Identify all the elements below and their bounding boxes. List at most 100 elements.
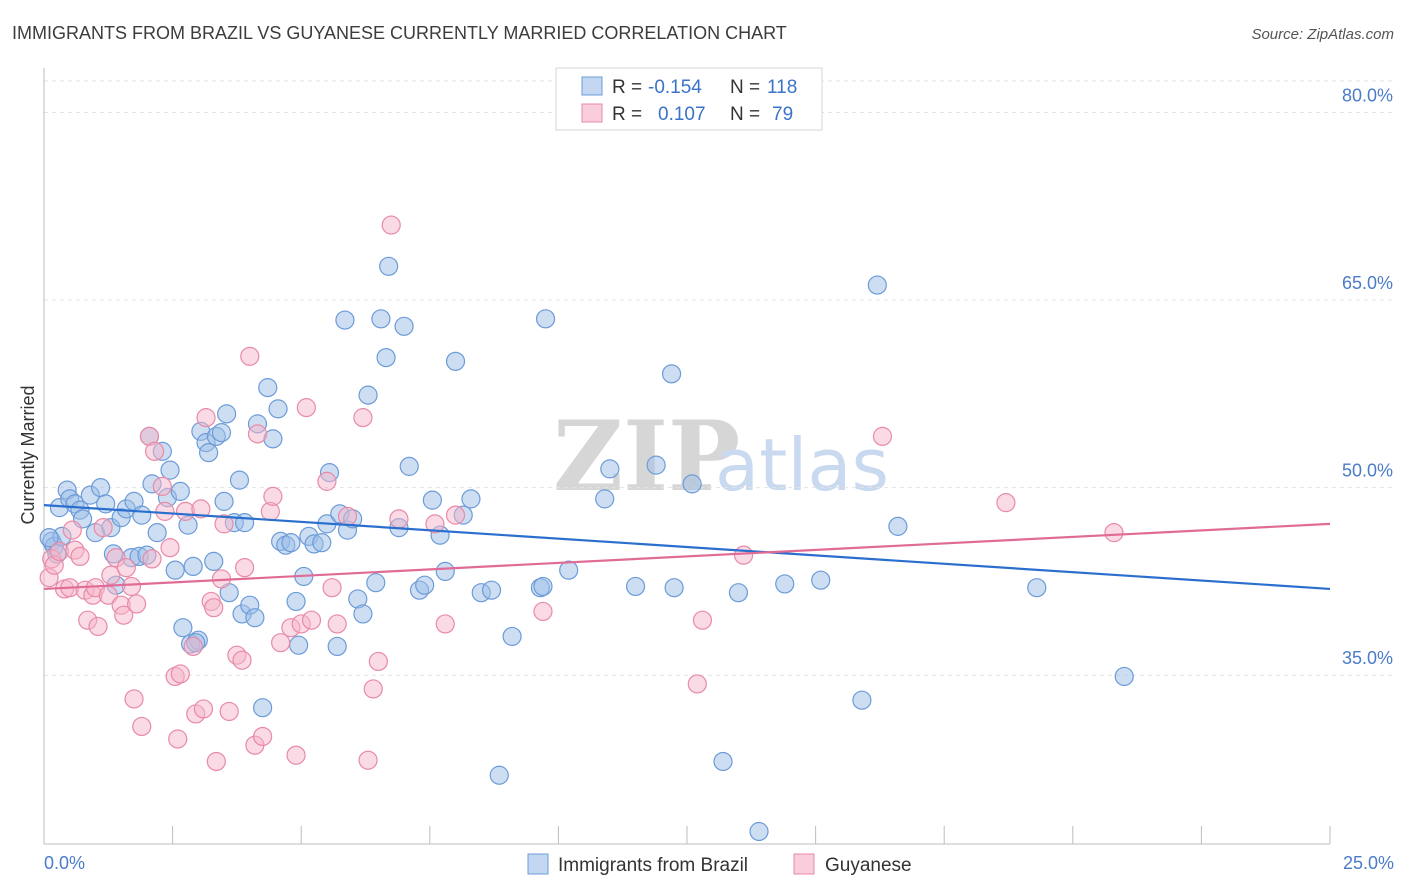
point-brazil-110: [811, 570, 831, 590]
point-brazil-94: [502, 626, 522, 647]
point-brazil-35: [183, 556, 203, 577]
point-brazil-108: [749, 821, 769, 842]
point-guyanese-71: [425, 514, 445, 534]
stats-r-label-brazil: R =: [612, 77, 642, 98]
point-brazil-70: [335, 310, 355, 330]
stats-n-value-guyanese: 79: [772, 104, 793, 125]
point-guyanese-20: [116, 558, 136, 578]
point-brazil-102: [646, 455, 666, 475]
point-guyanese-61: [317, 471, 337, 491]
y-tick-label-1: 50.0%: [1342, 461, 1393, 481]
y-tick-label-0: 35.0%: [1342, 648, 1393, 668]
point-brazil-97: [535, 309, 556, 329]
axes: [43, 68, 1331, 845]
point-brazil-22: [132, 505, 152, 525]
point-guyanese-6: [62, 520, 82, 540]
y-tick-label-3: 80.0%: [1342, 86, 1393, 106]
point-brazil-79: [379, 256, 399, 276]
point-guyanese-63: [327, 614, 347, 634]
point-guyanese-54: [263, 486, 283, 506]
point-brazil-12: [90, 478, 111, 498]
point-brazil-43: [214, 491, 234, 511]
point-brazil-30: [165, 560, 185, 580]
point-brazil-74: [353, 604, 373, 624]
point-guyanese-19: [114, 605, 134, 625]
point-guyanese-74: [533, 601, 553, 622]
point-guyanese-79: [996, 493, 1016, 513]
point-brazil-40: [204, 551, 224, 572]
point-guyanese-44: [214, 514, 234, 534]
trend-line-brazil: [43, 504, 1331, 591]
point-brazil-114: [1027, 578, 1047, 598]
y-axis-label: Currently Married: [18, 385, 38, 524]
point-brazil-60: [286, 591, 306, 612]
legend-label-guyanese: Guyanese: [825, 855, 912, 876]
point-brazil-47: [229, 470, 250, 490]
point-guyanese-35: [183, 636, 203, 657]
point-brazil-68: [327, 636, 347, 657]
point-guyanese-66: [358, 750, 378, 770]
stats-n-label-guyanese: N =: [730, 104, 760, 125]
point-guyanese-41: [204, 598, 224, 618]
point-brazil-85: [422, 490, 442, 510]
point-guyanese-24: [132, 716, 152, 737]
point-brazil-104: [664, 578, 684, 598]
watermark-zip: ZIP: [553, 400, 740, 513]
point-brazil-49: [235, 513, 255, 533]
point-brazil-103: [661, 364, 682, 384]
point-brazil-65: [312, 533, 332, 553]
point-guyanese-51: [247, 424, 268, 444]
point-brazil-87: [435, 561, 455, 582]
point-guyanese-49: [240, 346, 260, 366]
point-brazil-44: [217, 404, 237, 424]
stats-r-value-brazil: -0.154: [648, 77, 702, 98]
point-guyanese-48: [235, 558, 255, 578]
point-brazil-81: [394, 316, 414, 336]
point-brazil-111: [852, 690, 872, 710]
point-guyanese-72: [435, 614, 455, 634]
point-brazil-107: [728, 583, 749, 603]
stats-r-label-guyanese: R =: [612, 104, 642, 125]
point-brazil-51: [245, 608, 265, 628]
point-guyanese-16: [101, 565, 121, 585]
point-brazil-88: [445, 351, 466, 371]
point-guyanese-27: [144, 441, 165, 461]
chart-source: Source: ZipAtlas.com: [1251, 26, 1394, 43]
point-guyanese-45: [219, 701, 239, 722]
point-guyanese-77: [733, 545, 754, 565]
point-guyanese-62: [322, 578, 342, 598]
point-brazil-77: [371, 309, 391, 329]
point-guyanese-33: [170, 664, 190, 684]
point-brazil-113: [888, 516, 908, 536]
stats-n-value-brazil: 118: [767, 77, 797, 98]
point-guyanese-26: [142, 549, 162, 569]
point-guyanese-70: [389, 509, 409, 529]
point-brazil-61: [289, 635, 309, 655]
point-guyanese-80: [1104, 523, 1124, 543]
stats-swatch-brazil: [581, 76, 603, 96]
point-brazil-93: [489, 765, 509, 785]
point-brazil-98: [559, 560, 579, 580]
point-guyanese-55: [271, 633, 291, 653]
point-guyanese-14: [93, 518, 113, 538]
point-brazil-106: [713, 751, 733, 772]
y-tick-label-2: 65.0%: [1342, 273, 1393, 293]
point-brazil-53: [253, 698, 273, 718]
point-guyanese-67: [363, 679, 383, 699]
point-guyanese-13: [88, 616, 108, 637]
point-guyanese-78: [872, 426, 893, 446]
x-tick-label-max: 25.0%: [1343, 853, 1394, 873]
point-guyanese-76: [692, 610, 713, 630]
stats-r-value-guyanese: 0.107: [658, 104, 706, 125]
point-guyanese-38: [193, 699, 214, 719]
point-guyanese-68: [368, 651, 388, 672]
point-brazil-32: [173, 618, 193, 638]
point-brazil-105: [682, 474, 702, 494]
point-brazil-26: [147, 523, 167, 543]
point-guyanese-47: [232, 650, 252, 670]
point-guyanese-69: [381, 215, 401, 235]
point-guyanese-64: [337, 506, 358, 526]
chart-title: IMMIGRANTS FROM BRAZIL VS GUYANESE CURRE…: [12, 23, 787, 43]
point-guyanese-30: [160, 538, 180, 558]
